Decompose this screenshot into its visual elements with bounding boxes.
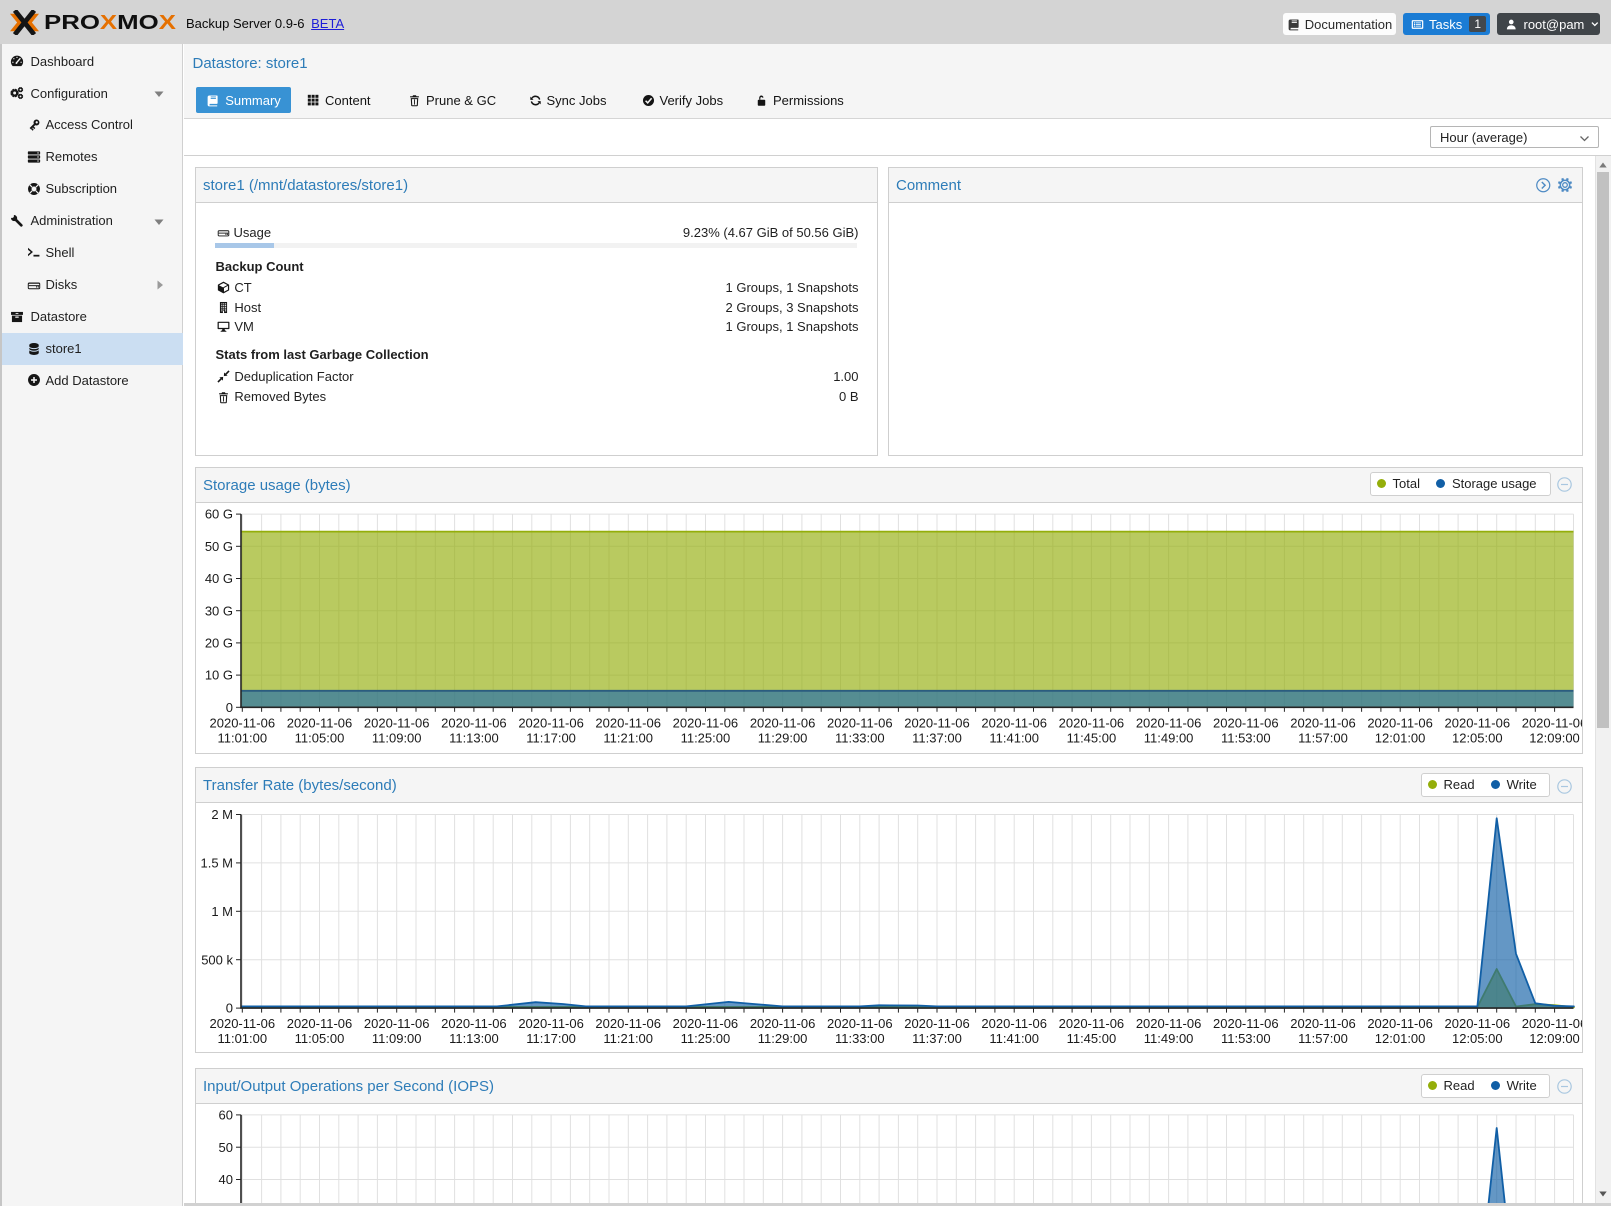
svg-text:11:09:00: 11:09:00 xyxy=(372,1031,422,1046)
svg-text:12:05:00: 12:05:00 xyxy=(1452,731,1503,746)
svg-text:11:01:00: 11:01:00 xyxy=(217,731,267,746)
svg-text:30 G: 30 G xyxy=(205,603,233,618)
svg-text:2020-11-06: 2020-11-06 xyxy=(1367,716,1433,731)
svg-text:60: 60 xyxy=(219,1107,233,1122)
svg-text:1 M: 1 M xyxy=(211,904,233,919)
svg-text:40: 40 xyxy=(219,1172,233,1187)
svg-text:11:45:00: 11:45:00 xyxy=(1067,1031,1117,1046)
svg-text:20 G: 20 G xyxy=(205,636,233,651)
svg-text:11:53:00: 11:53:00 xyxy=(1221,1031,1271,1046)
svg-text:11:57:00: 11:57:00 xyxy=(1298,1031,1348,1046)
svg-text:2020-11-06: 2020-11-06 xyxy=(904,716,970,731)
svg-text:11:01:00: 11:01:00 xyxy=(217,1031,267,1046)
svg-text:40 G: 40 G xyxy=(205,571,233,586)
svg-text:2020-11-06: 2020-11-06 xyxy=(287,716,353,731)
svg-text:2020-11-06: 2020-11-06 xyxy=(673,716,739,731)
svg-text:11:41:00: 11:41:00 xyxy=(989,731,1039,746)
svg-text:11:05:00: 11:05:00 xyxy=(295,1031,345,1046)
svg-text:2020-11-06: 2020-11-06 xyxy=(981,1016,1047,1031)
svg-text:2020-11-06: 2020-11-06 xyxy=(1136,716,1202,731)
svg-text:2020-11-06: 2020-11-06 xyxy=(518,1016,584,1031)
svg-text:11:37:00: 11:37:00 xyxy=(912,731,962,746)
svg-text:11:33:00: 11:33:00 xyxy=(835,731,885,746)
svg-text:2020-11-06: 2020-11-06 xyxy=(904,1016,970,1031)
svg-text:2020-11-06: 2020-11-06 xyxy=(827,716,893,731)
svg-text:0: 0 xyxy=(226,1001,233,1016)
svg-text:2020-11-06: 2020-11-06 xyxy=(1213,716,1279,731)
svg-text:2020-11-06: 2020-11-06 xyxy=(1059,716,1125,731)
svg-text:11:45:00: 11:45:00 xyxy=(1067,731,1117,746)
svg-text:11:25:00: 11:25:00 xyxy=(681,731,731,746)
svg-text:2020-11-06: 2020-11-06 xyxy=(210,716,276,731)
svg-text:11:49:00: 11:49:00 xyxy=(1144,731,1194,746)
svg-text:2020-11-06: 2020-11-06 xyxy=(364,716,430,731)
svg-text:11:29:00: 11:29:00 xyxy=(758,1031,808,1046)
svg-text:2020-11-06: 2020-11-06 xyxy=(1290,1016,1356,1031)
svg-text:11:17:00: 11:17:00 xyxy=(526,1031,576,1046)
svg-text:2020-11-06: 2020-11-06 xyxy=(1522,1016,1582,1031)
svg-text:11:21:00: 11:21:00 xyxy=(603,731,653,746)
svg-text:11:17:00: 11:17:00 xyxy=(526,731,576,746)
svg-text:2 M: 2 M xyxy=(211,807,233,822)
svg-text:12:01:00: 12:01:00 xyxy=(1375,1031,1426,1046)
svg-text:50 G: 50 G xyxy=(205,539,233,554)
svg-text:12:01:00: 12:01:00 xyxy=(1375,731,1426,746)
svg-text:2020-11-06: 2020-11-06 xyxy=(827,1016,893,1031)
svg-text:12:05:00: 12:05:00 xyxy=(1452,1031,1503,1046)
svg-text:2020-11-06: 2020-11-06 xyxy=(750,1016,816,1031)
svg-text:2020-11-06: 2020-11-06 xyxy=(1445,716,1511,731)
svg-text:2020-11-06: 2020-11-06 xyxy=(1059,1016,1125,1031)
svg-text:12:09:00: 12:09:00 xyxy=(1529,1031,1580,1046)
svg-text:11:13:00: 11:13:00 xyxy=(449,731,499,746)
svg-text:2020-11-06: 2020-11-06 xyxy=(1522,716,1582,731)
svg-text:11:29:00: 11:29:00 xyxy=(758,731,808,746)
svg-text:11:25:00: 11:25:00 xyxy=(681,1031,731,1046)
svg-text:11:13:00: 11:13:00 xyxy=(449,1031,499,1046)
svg-text:11:49:00: 11:49:00 xyxy=(1144,1031,1194,1046)
svg-text:0: 0 xyxy=(226,700,233,715)
svg-text:12:09:00: 12:09:00 xyxy=(1529,731,1580,746)
svg-text:10 G: 10 G xyxy=(205,668,233,683)
svg-text:2020-11-06: 2020-11-06 xyxy=(1367,1016,1433,1031)
svg-text:2020-11-06: 2020-11-06 xyxy=(1290,716,1356,731)
svg-text:500 k: 500 k xyxy=(201,952,233,967)
svg-text:50: 50 xyxy=(219,1139,233,1154)
svg-text:2020-11-06: 2020-11-06 xyxy=(1136,1016,1202,1031)
svg-text:2020-11-06: 2020-11-06 xyxy=(364,1016,430,1031)
svg-text:1.5 M: 1.5 M xyxy=(200,856,233,871)
svg-text:11:05:00: 11:05:00 xyxy=(295,731,345,746)
svg-text:2020-11-06: 2020-11-06 xyxy=(518,716,584,731)
svg-text:2020-11-06: 2020-11-06 xyxy=(441,716,507,731)
svg-text:2020-11-06: 2020-11-06 xyxy=(1445,1016,1511,1031)
svg-text:11:53:00: 11:53:00 xyxy=(1221,731,1271,746)
svg-text:2020-11-06: 2020-11-06 xyxy=(210,1016,276,1031)
svg-text:2020-11-06: 2020-11-06 xyxy=(441,1016,507,1031)
svg-text:2020-11-06: 2020-11-06 xyxy=(595,1016,661,1031)
svg-text:2020-11-06: 2020-11-06 xyxy=(750,716,816,731)
svg-text:60 G: 60 G xyxy=(205,507,233,522)
svg-text:11:09:00: 11:09:00 xyxy=(372,731,422,746)
svg-text:11:41:00: 11:41:00 xyxy=(989,1031,1039,1046)
svg-text:2020-11-06: 2020-11-06 xyxy=(287,1016,353,1031)
svg-text:2020-11-06: 2020-11-06 xyxy=(673,1016,739,1031)
svg-text:11:33:00: 11:33:00 xyxy=(835,1031,885,1046)
svg-text:11:37:00: 11:37:00 xyxy=(912,1031,962,1046)
svg-text:2020-11-06: 2020-11-06 xyxy=(595,716,661,731)
svg-text:11:57:00: 11:57:00 xyxy=(1298,731,1348,746)
svg-text:2020-11-06: 2020-11-06 xyxy=(981,716,1047,731)
svg-text:2020-11-06: 2020-11-06 xyxy=(1213,1016,1279,1031)
svg-text:11:21:00: 11:21:00 xyxy=(603,1031,653,1046)
